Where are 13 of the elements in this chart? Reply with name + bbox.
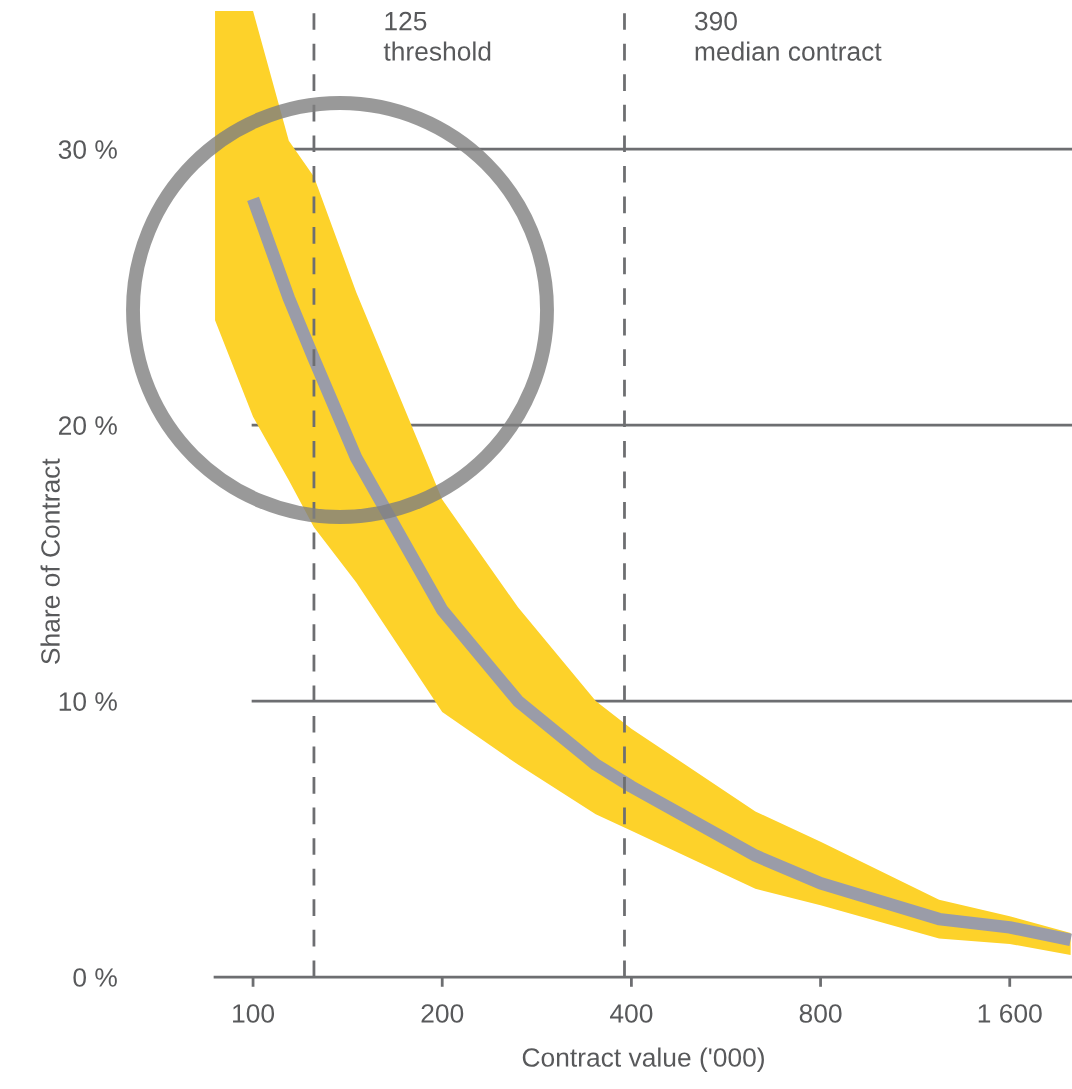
y-tick-label: 0 %	[73, 968, 117, 987]
x-axis-title: Contract value ('000)	[522, 1047, 764, 1073]
x-tick-label: 200	[421, 1004, 464, 1023]
x-tick-label: 1 600	[978, 1004, 1042, 1023]
x-tick-label: 800	[799, 1004, 842, 1023]
y-tick-label: 30 %	[58, 140, 117, 159]
x-tick-label: 100	[233, 1004, 275, 1023]
ref-line-label: 125 threshold	[383, 11, 491, 61]
x-tick-label: 400	[609, 1004, 653, 1023]
ref-line-label: 390 median contract	[694, 11, 882, 61]
y-tick-label: 10 %	[59, 692, 117, 711]
y-tick-label: 20 %	[59, 416, 117, 435]
y-axis-title: Share of Contract	[40, 458, 60, 664]
